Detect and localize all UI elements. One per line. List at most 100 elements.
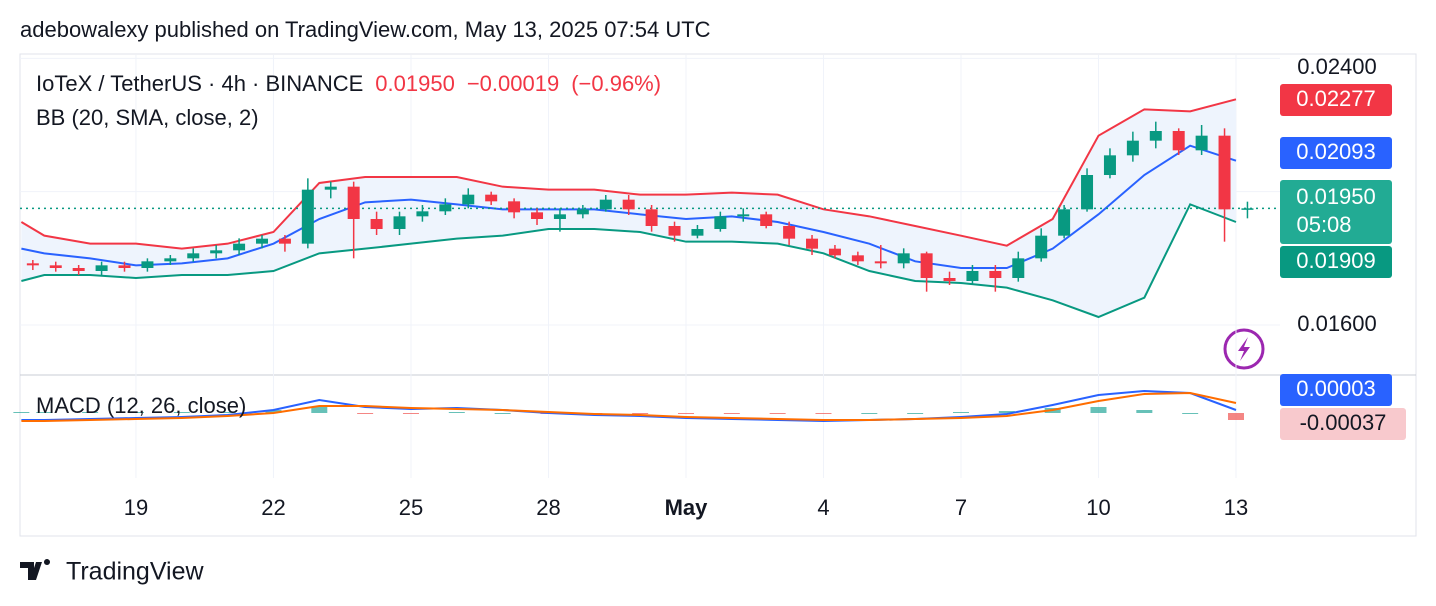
candle-body <box>645 209 658 226</box>
macd-histogram-bar <box>265 410 282 413</box>
price-scale-label: 0.01909 <box>1296 248 1376 273</box>
macd-scale-box <box>1280 408 1406 440</box>
indicator-label: BB (20, SMA, close, 2) <box>36 105 259 130</box>
candle-body <box>1218 135 1231 210</box>
macd-histogram-bar <box>861 413 878 414</box>
legend-change: −0.00019 <box>467 71 559 96</box>
candle-body <box>599 199 612 210</box>
candle-body <box>324 186 337 190</box>
candle-body <box>989 271 1002 278</box>
x-tick-label: 22 <box>261 495 285 520</box>
macd-histogram-bar <box>998 411 1015 413</box>
macd-histogram-bar <box>723 413 740 414</box>
candle-body <box>278 238 291 244</box>
candle-body <box>1058 209 1071 236</box>
x-tick-label: 25 <box>399 495 423 520</box>
macd-histogram-bar <box>769 413 786 414</box>
candle-body <box>897 253 910 264</box>
countdown: 05:08 <box>1296 212 1351 237</box>
macd-scale-label: 0.00003 <box>1296 376 1376 401</box>
macd-histogram-bar <box>1090 407 1107 413</box>
legend: IoTeX / TetherUS · 4h · BINANCE 0.01950 −0… <box>36 71 661 96</box>
lightning-icon <box>1223 328 1265 370</box>
candle-body <box>508 201 521 213</box>
y-tick-label: 0.01600 <box>1297 311 1377 336</box>
macd-histogram-bar <box>815 413 832 414</box>
candle-body <box>1126 140 1139 156</box>
candle-body <box>920 253 933 278</box>
x-tick-label: May <box>665 495 709 520</box>
x-tick-label: 28 <box>536 495 560 520</box>
candle-body <box>531 212 544 219</box>
macd-histogram-bar <box>677 413 694 414</box>
candle-body <box>233 243 246 251</box>
candle-body <box>485 194 498 202</box>
candle-body <box>462 194 475 205</box>
legend-change_pct: (−0.96%) <box>571 71 661 96</box>
candle-body <box>187 253 200 259</box>
tv-logo <box>20 559 50 580</box>
macd-scale-label: -0.00037 <box>1300 410 1387 435</box>
candle-body <box>1195 135 1208 151</box>
candle-body <box>874 261 887 264</box>
macd-histogram-bar <box>494 413 511 414</box>
price-scale-label: 0.02277 <box>1296 86 1376 111</box>
frame <box>19 53 1417 537</box>
macd-histogram-bar <box>82 412 99 413</box>
price-scale-box <box>1280 180 1392 244</box>
candle-body <box>1081 175 1094 210</box>
macd-histogram-bar <box>13 412 30 413</box>
macd-label: MACD (12, 26, close) <box>36 393 246 418</box>
candle-body <box>439 204 452 212</box>
header: adebowalexy published on TradingView.com… <box>20 17 711 42</box>
macd-histogram-bar <box>357 413 374 414</box>
macd-histogram-bar <box>1182 413 1199 414</box>
candle-body <box>1103 155 1116 175</box>
x-tick-label: 10 <box>1086 495 1110 520</box>
candle-body <box>301 189 314 244</box>
macd-histogram-bar <box>1136 410 1153 413</box>
macd-histogram-bar <box>402 413 419 414</box>
macd-histogram-bar <box>219 412 236 413</box>
price-scale-box <box>1280 246 1392 278</box>
macd-histogram-bar <box>448 412 465 413</box>
legend-symbol: IoTeX / TetherUS · 4h · BINANCE <box>36 71 363 96</box>
macd-histogram-bar <box>907 413 924 414</box>
bb-line <box>20 98 1237 250</box>
candle-body <box>760 214 773 226</box>
candle-body <box>851 255 864 262</box>
x-tick-label: 13 <box>1224 495 1248 520</box>
candle-body <box>691 229 704 236</box>
bb-line <box>21 144 1237 269</box>
candle-body <box>943 278 956 281</box>
candle-body <box>1172 131 1185 151</box>
macd-histogram-bar <box>127 412 144 413</box>
macd-histogram-bar <box>1227 413 1244 420</box>
candle-body <box>576 209 589 215</box>
bb-line <box>21 203 1237 319</box>
candle-body <box>783 226 796 239</box>
candle-body <box>141 261 154 268</box>
legend-price: 0.01950 <box>375 71 455 96</box>
candle-body <box>1035 235 1048 259</box>
candle-body <box>72 268 85 271</box>
price-scale-box <box>1280 84 1392 116</box>
y-tick-label: 0.02400 <box>1297 54 1377 79</box>
macd-histogram-bar <box>632 413 649 414</box>
candle-body <box>828 248 841 256</box>
candle-body <box>210 250 223 254</box>
macd-histogram-bar <box>311 407 328 413</box>
candle-body <box>393 216 406 229</box>
candle-body <box>1012 258 1025 278</box>
macd-histogram-bar <box>36 412 53 413</box>
candle-body <box>1241 208 1254 210</box>
candle-body <box>95 265 108 271</box>
candle-body <box>370 219 383 229</box>
candle-body <box>26 263 39 266</box>
candle-body <box>416 211 429 217</box>
candle-body <box>256 238 269 244</box>
macd-histogram-bar <box>173 412 190 413</box>
candle-body <box>737 214 750 217</box>
